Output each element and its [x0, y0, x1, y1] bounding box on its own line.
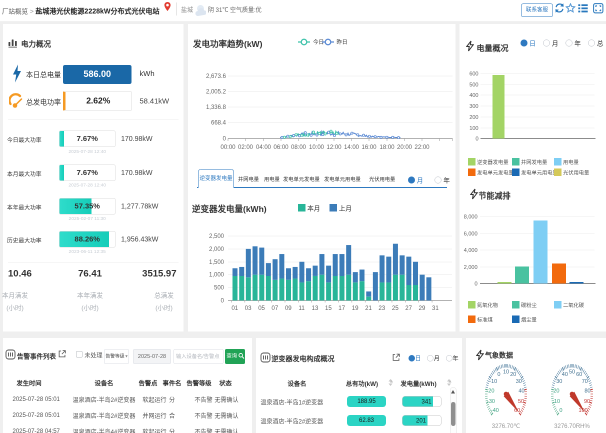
svg-text:25: 25 [392, 306, 399, 312]
svg-text:30: 30 [516, 379, 522, 385]
svg-text:27: 27 [405, 306, 412, 312]
svg-text:20:00: 20:00 [397, 145, 413, 151]
svg-text:40: 40 [562, 372, 568, 378]
svg-text:18:00: 18:00 [379, 145, 395, 151]
svg-text:08:00: 08:00 [291, 145, 307, 151]
svg-text:200: 200 [469, 115, 478, 121]
svg-text:2,000: 2,000 [464, 265, 478, 271]
svg-text:01: 01 [231, 306, 238, 312]
svg-text:05: 05 [258, 306, 265, 312]
svg-text:100: 100 [579, 408, 588, 414]
svg-text:668.4: 668.4 [211, 121, 227, 127]
svg-text:10: 10 [554, 399, 560, 405]
svg-text:14:00: 14:00 [344, 145, 360, 151]
svg-text:90: 90 [584, 399, 590, 405]
svg-text:500: 500 [469, 83, 478, 89]
svg-text:40: 40 [518, 389, 524, 395]
svg-text:0: 0 [497, 372, 500, 378]
svg-text:10:00: 10:00 [309, 145, 325, 151]
svg-text:0: 0 [475, 137, 478, 143]
svg-text:20: 20 [553, 389, 559, 395]
svg-text:21: 21 [365, 306, 372, 312]
svg-text:23: 23 [379, 306, 386, 312]
svg-text:60: 60 [576, 372, 582, 378]
svg-text:06:00: 06:00 [273, 145, 289, 151]
svg-text:500: 500 [214, 286, 225, 292]
svg-text:6,000: 6,000 [464, 232, 478, 238]
svg-text:2,005.2: 2,005.2 [206, 90, 227, 96]
svg-text:400: 400 [469, 93, 478, 99]
svg-text:07: 07 [272, 306, 279, 312]
svg-text:0: 0 [223, 137, 227, 143]
svg-text:16:00: 16:00 [361, 145, 377, 151]
svg-text:昨日: 昨日 [337, 38, 348, 46]
svg-text:70: 70 [582, 379, 588, 385]
svg-text:12:00: 12:00 [326, 145, 342, 151]
svg-text:2,000: 2,000 [209, 247, 225, 253]
svg-text:04:00: 04:00 [256, 145, 272, 151]
svg-text:-40: -40 [491, 408, 499, 414]
svg-text:1,000: 1,000 [209, 273, 225, 279]
svg-text:0: 0 [221, 299, 225, 305]
svg-text:00:00: 00:00 [220, 145, 236, 151]
svg-text:-10: -10 [489, 379, 497, 385]
svg-text:0: 0 [474, 282, 477, 288]
svg-text:22:00: 22:00 [414, 145, 430, 151]
svg-text:60: 60 [514, 408, 520, 414]
svg-text:1,336.8: 1,336.8 [206, 105, 227, 111]
svg-text:09: 09 [285, 306, 292, 312]
svg-text:0: 0 [559, 408, 562, 414]
svg-text:31: 31 [432, 306, 439, 312]
svg-text:-30: -30 [487, 399, 495, 405]
svg-text:02:00: 02:00 [238, 145, 254, 151]
svg-text:50: 50 [569, 370, 575, 376]
svg-text:30: 30 [556, 379, 562, 385]
svg-text:4,000: 4,000 [464, 248, 478, 254]
svg-text:2,500: 2,500 [209, 234, 225, 240]
svg-text:19: 19 [352, 306, 359, 312]
svg-text:17: 17 [338, 306, 345, 312]
svg-text:2,673.6: 2,673.6 [206, 74, 227, 80]
svg-text:8,000: 8,000 [464, 215, 478, 221]
svg-text:今日: 今日 [313, 38, 324, 46]
svg-text:15: 15 [325, 306, 332, 312]
svg-text:10: 10 [503, 370, 509, 376]
svg-text:11: 11 [299, 306, 306, 312]
svg-text:80: 80 [584, 389, 590, 395]
svg-text:03: 03 [245, 306, 252, 312]
svg-text:20: 20 [510, 372, 516, 378]
svg-text:600: 600 [469, 72, 478, 78]
svg-text:300: 300 [469, 104, 478, 110]
svg-text:50: 50 [518, 399, 524, 405]
svg-text:-20: -20 [486, 389, 494, 395]
svg-text:29: 29 [419, 306, 426, 312]
svg-text:1,500: 1,500 [209, 260, 225, 266]
svg-text:13: 13 [312, 306, 319, 312]
svg-text:100: 100 [469, 126, 478, 132]
